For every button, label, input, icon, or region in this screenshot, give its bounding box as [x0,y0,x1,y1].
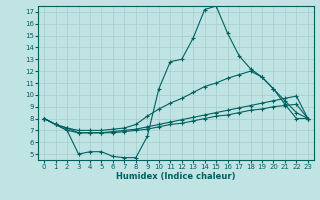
X-axis label: Humidex (Indice chaleur): Humidex (Indice chaleur) [116,172,236,181]
